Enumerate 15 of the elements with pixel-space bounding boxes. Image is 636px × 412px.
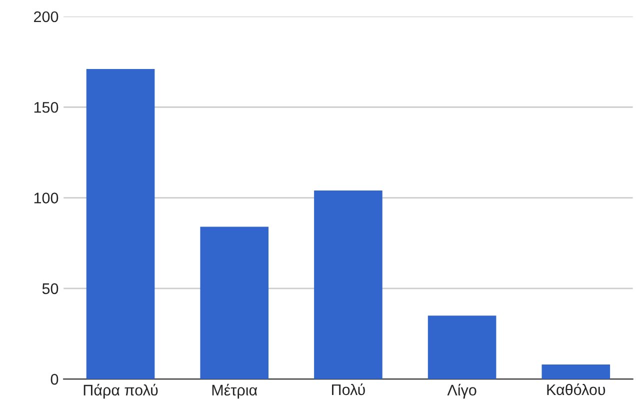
bar [542,364,610,380]
x-tick-label: Πάρα πολύ [84,384,158,399]
bar [86,69,155,380]
y-tick-label: 0 [50,374,58,385]
y-tick-label: 200 [34,11,58,22]
y-tick-label: 100 [34,192,58,204]
bar [428,316,496,380]
x-tick-label: Πολύ [332,383,365,396]
y-tick-label: 50 [42,283,58,294]
x-tick-label: Λίγο [447,384,476,399]
bar [200,226,269,380]
bar [314,190,382,380]
y-tick-label: 150 [34,102,58,113]
x-tick-label: Μέτρια [212,384,258,399]
x-tick-label: Καθόλου [547,383,606,396]
